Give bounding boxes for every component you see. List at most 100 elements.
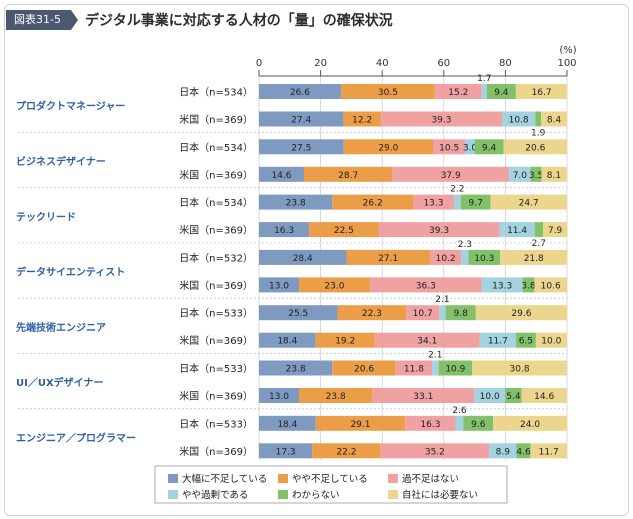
bar-segment (468, 249, 501, 265)
bar-segment (530, 166, 542, 182)
legend-label: やや不足している (292, 474, 368, 485)
bar-segment (475, 305, 567, 321)
data-label: 28.4 (293, 254, 313, 264)
bar-segment (461, 249, 469, 265)
unit-label: (%) (559, 45, 576, 56)
data-label: 29.1 (350, 420, 370, 430)
data-label: 9.4 (482, 143, 497, 153)
data-label: 19.2 (335, 337, 355, 347)
bar-segment (372, 388, 475, 403)
bar-segment (299, 277, 370, 293)
data-label: 7.0 (513, 171, 528, 181)
legend-label: 大幅に不足している (182, 473, 267, 485)
data-label: 27.5 (291, 143, 311, 153)
bar-segment (534, 277, 567, 293)
row-label: 日本（n=533） (179, 307, 253, 320)
data-label: 22.5 (334, 226, 354, 236)
data-label: 13.0 (269, 392, 289, 402)
legend-swatch (278, 474, 288, 483)
bar-segment (434, 84, 482, 99)
data-label: 2.7 (532, 239, 546, 249)
data-label: 3.0 (463, 143, 478, 153)
data-label: 7.9 (548, 226, 563, 236)
group-label: エンジニア／プログラマー (16, 431, 136, 444)
data-label: 10.3 (474, 254, 494, 264)
bar-segment (340, 84, 435, 99)
bar-segment (259, 415, 316, 431)
tick-label: 80 (499, 58, 512, 69)
bar-segment (521, 388, 567, 403)
data-label: 27.1 (378, 254, 398, 264)
bar-segment (337, 305, 407, 321)
bar-segment (541, 111, 567, 127)
group-label: 先端技術エンジニア (16, 321, 106, 334)
bar-segment (535, 332, 567, 348)
bar-segment (522, 277, 535, 293)
data-label: 35.2 (425, 447, 445, 457)
bar-segment (392, 166, 510, 182)
data-label: 13.0 (269, 281, 289, 291)
data-label: 30.8 (510, 365, 530, 375)
data-label: 1.9 (531, 129, 546, 139)
bar-segment (380, 111, 503, 127)
data-label: 22.3 (362, 309, 382, 319)
legend-label: 自社には必要ない (402, 489, 478, 501)
bar-segment (432, 360, 439, 376)
data-label: 10.7 (413, 309, 433, 319)
figure-title: デジタル事業に対応する人材の「量」の確保状況 (84, 13, 393, 29)
bar-segment (259, 111, 344, 127)
row-label: 日本（n=534） (179, 86, 253, 99)
bar-segment (490, 194, 567, 210)
data-label: 21.8 (524, 254, 544, 264)
bar-segment (541, 166, 567, 182)
bar-segment (481, 277, 523, 293)
data-label: 5.4 (506, 392, 521, 402)
data-label: 11.8 (404, 365, 424, 375)
group-label: テックリード (16, 211, 76, 223)
bar-segment (535, 111, 542, 127)
data-label: 6.5 (519, 337, 533, 347)
bar-segment (460, 194, 491, 210)
tick-label: 100 (557, 58, 576, 69)
row-label: 日本（n=534） (179, 141, 253, 154)
bar-segment (299, 388, 373, 403)
data-label: 37.9 (441, 171, 461, 181)
bar-segment (259, 249, 347, 265)
data-label: 24.7 (519, 199, 539, 209)
data-label: 1.7 (477, 74, 491, 84)
bar-segment (481, 84, 487, 99)
data-label: 10.0 (541, 337, 561, 347)
data-label: 28.7 (338, 171, 358, 181)
bar-segment (369, 277, 482, 293)
bar-segment (542, 222, 568, 238)
data-label: 3.5 (529, 171, 543, 181)
data-label: 12.2 (352, 116, 372, 126)
bar-segment (499, 222, 535, 238)
bar-segment (455, 415, 464, 431)
bar-segment (378, 222, 500, 238)
bar-segment (343, 111, 381, 127)
legend-label: やや過剰である (182, 489, 248, 501)
bar-segment (474, 139, 504, 155)
bar-segment (465, 139, 475, 155)
row-label: 日本（n=533） (179, 417, 253, 430)
bar-segment (332, 360, 396, 376)
bar-segment (315, 332, 375, 348)
bar-segment (259, 84, 341, 99)
data-label: 23.8 (286, 199, 306, 209)
bar-segment (515, 332, 536, 348)
data-label: 26.2 (363, 199, 383, 209)
bar-segment (530, 443, 567, 459)
data-label: 9.6 (471, 420, 486, 430)
data-label: 2.6 (452, 406, 467, 416)
legend-label: わからない (292, 490, 340, 501)
tick-label: 20 (314, 58, 327, 69)
tick-label: 40 (376, 58, 389, 69)
figure-label: 図表31-5 (6, 10, 78, 30)
row-label: 米国（n=369） (179, 390, 253, 403)
data-label: 22.2 (336, 447, 356, 457)
tick-label: 60 (437, 58, 450, 69)
data-label: 24.0 (520, 420, 540, 430)
data-label: 20.6 (354, 365, 374, 375)
bar-segment (346, 249, 430, 265)
